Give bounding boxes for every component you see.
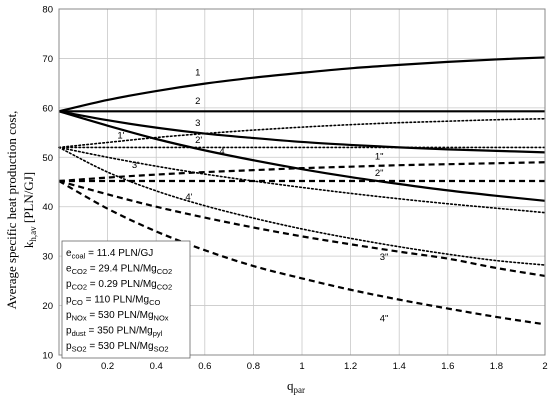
annotation-line: pSO2 = 530 PLN/MgSO2	[66, 341, 169, 354]
x-tick-label: 1.2	[344, 361, 357, 372]
curve-label: 3	[195, 118, 200, 129]
x-tick-label: 1.4	[393, 361, 406, 372]
annotation-line: pCO = 110 PLN/MgCO	[66, 295, 160, 308]
series-line-1	[58, 56, 546, 113]
y-tick-label: 70	[42, 54, 53, 65]
y-tick-label: 80	[42, 5, 53, 16]
annotation-line: pNOx = 530 PLN/MgNOx	[66, 310, 169, 323]
curve-label: 4	[219, 146, 224, 157]
annotation-line: ecoal = 11.4 PLN/GJ	[66, 248, 153, 261]
curve-label: 1"	[375, 151, 384, 162]
y-tick-label: 10	[42, 351, 53, 362]
x-tick-label: 1.6	[441, 361, 454, 372]
curve-label: 3"	[380, 252, 389, 263]
y-tick-label: 50	[42, 153, 53, 164]
y-tick-label: 20	[42, 301, 53, 312]
y-tick-label: 30	[42, 252, 53, 263]
curve-label: 3'	[132, 160, 139, 171]
x-tick-label: 0.8	[247, 361, 260, 372]
curve-label: 4"	[380, 313, 389, 324]
x-tick-label: 0.2	[101, 361, 114, 372]
annotation-box-frame	[61, 240, 191, 359]
y-tick-label: 60	[42, 103, 53, 114]
curve-label: 1	[195, 68, 200, 79]
series-line-3	[58, 110, 546, 154]
series-line-9	[58, 161, 546, 183]
x-tick-label: 1.8	[490, 361, 503, 372]
curve-labels: 1 2 3 4 1' 2' 3' 4' 1" 2" 3" 4"	[117, 68, 388, 325]
annotation-line: pdust = 350 PLN/Mgpyl	[66, 326, 163, 339]
series-line-5	[58, 117, 546, 149]
series-lines	[58, 56, 546, 326]
y-tick-label: 40	[42, 202, 53, 213]
annotation-line: eCO2 = 29.4 PLN/MgCO2	[66, 264, 172, 277]
series-line-12	[58, 180, 546, 326]
x-tick-label: 0	[56, 361, 61, 372]
series-line-11	[58, 179, 546, 277]
tick-labels: 0 0.2 0.4 0.6 0.8 1 1.2 1.4 1.6 1.8 2 10 20 30 40 50 60 7…	[42, 5, 547, 373]
curve-label: 2'	[195, 135, 202, 146]
annotation-line: pCO2 = 0.29 PLN/MgCO2	[66, 279, 172, 292]
y-axis-label: Average specific heat production cost,	[4, 111, 19, 310]
annotation-box: ecoal = 11.4 PLN/GJ eCO2 = 29.4 PLN/MgCO2…	[61, 240, 191, 359]
series-line-7	[58, 146, 546, 214]
series-line-8	[58, 146, 546, 266]
curve-label: 1'	[117, 131, 124, 142]
curve-label: 4'	[185, 192, 192, 203]
plot-frame	[58, 8, 546, 356]
x-tick-label: 0.6	[198, 361, 211, 372]
x-tick-label: 2	[542, 361, 547, 372]
curve-label: 2"	[375, 168, 384, 179]
x-tick-label: 1	[299, 361, 304, 372]
x-tick-label: 0.4	[150, 361, 163, 372]
y-axis-label-symbol: kh,av [PLN/GJ]	[21, 172, 38, 248]
x-axis-label: qpar	[287, 378, 305, 395]
curve-label: 2	[195, 96, 200, 107]
